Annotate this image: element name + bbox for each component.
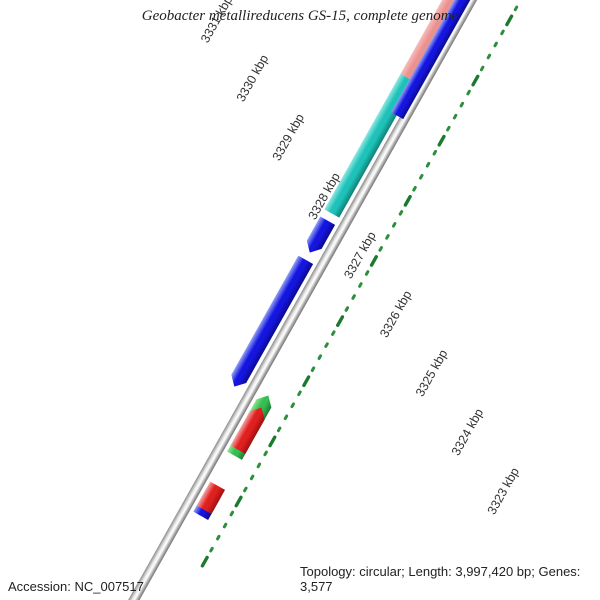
svg-text:3327 kbp: 3327 kbp xyxy=(341,229,378,281)
svg-text:3326 kbp: 3326 kbp xyxy=(377,288,414,340)
svg-text:3325 kbp: 3325 kbp xyxy=(413,347,450,399)
svg-text:3323 kbp: 3323 kbp xyxy=(485,465,522,517)
svg-text:3329 kbp: 3329 kbp xyxy=(270,111,307,163)
svg-text:3324 kbp: 3324 kbp xyxy=(449,406,486,458)
svg-text:3330 kbp: 3330 kbp xyxy=(234,52,271,104)
